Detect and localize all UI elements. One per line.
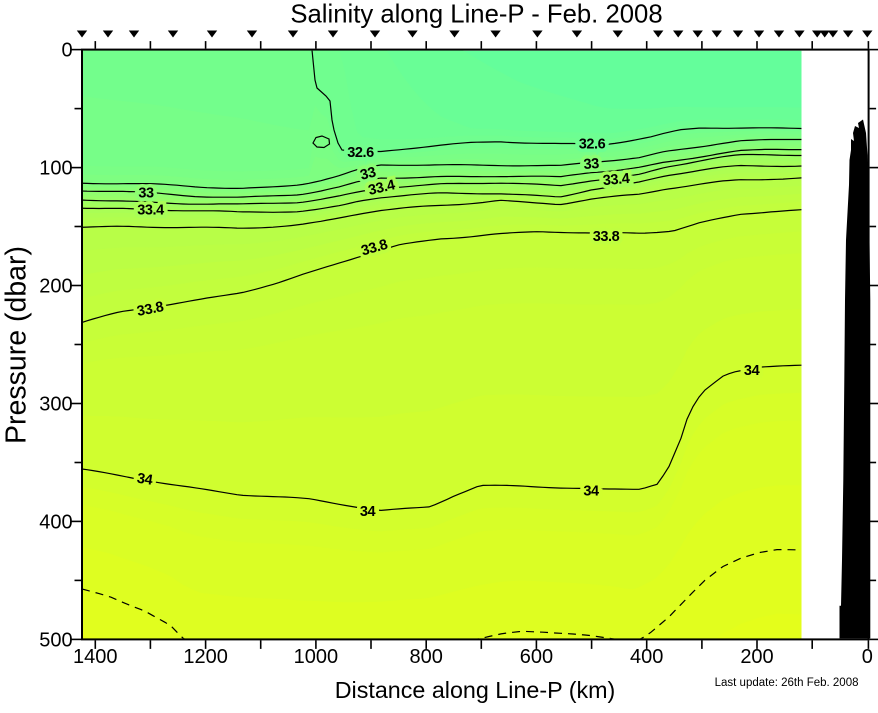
svg-text:34: 34: [744, 363, 760, 379]
svg-text:34: 34: [583, 484, 599, 500]
svg-text:200: 200: [39, 276, 72, 298]
svg-text:34: 34: [136, 471, 154, 489]
svg-text:Pressure (dbar): Pressure (dbar): [1, 246, 33, 444]
svg-text:1000: 1000: [294, 646, 339, 668]
svg-text:0: 0: [61, 40, 72, 62]
svg-text:600: 600: [520, 646, 553, 668]
svg-text:Last update: 26th Feb. 2008: Last update: 26th Feb. 2008: [715, 677, 859, 689]
svg-text:0: 0: [862, 646, 873, 668]
svg-text:1200: 1200: [183, 646, 228, 668]
svg-text:1400: 1400: [73, 646, 118, 668]
svg-text:34: 34: [360, 504, 376, 520]
svg-text:100: 100: [39, 158, 72, 180]
svg-text:500: 500: [39, 629, 72, 651]
svg-text:33.4: 33.4: [137, 203, 164, 219]
svg-text:33.8: 33.8: [593, 229, 620, 245]
svg-text:32.6: 32.6: [347, 145, 374, 161]
svg-text:400: 400: [630, 646, 663, 668]
svg-text:800: 800: [410, 646, 443, 668]
svg-text:Distance along Line-P (km): Distance along Line-P (km): [335, 677, 616, 703]
svg-text:33.4: 33.4: [602, 171, 630, 189]
svg-text:32.6: 32.6: [579, 137, 606, 153]
svg-text:400: 400: [39, 511, 72, 533]
svg-text:200: 200: [740, 646, 773, 668]
svg-text:Salinity along Line-P - Feb. 2: Salinity along Line-P - Feb. 2008: [290, 1, 662, 29]
svg-text:33: 33: [138, 186, 154, 202]
svg-text:300: 300: [39, 394, 72, 416]
svg-text:33: 33: [583, 156, 600, 173]
